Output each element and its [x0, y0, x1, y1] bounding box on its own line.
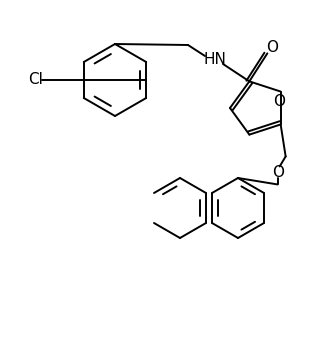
Text: HN: HN — [204, 52, 227, 68]
Text: O: O — [272, 165, 284, 180]
Text: O: O — [273, 94, 285, 109]
Text: O: O — [266, 40, 278, 55]
Text: Cl: Cl — [28, 72, 43, 88]
